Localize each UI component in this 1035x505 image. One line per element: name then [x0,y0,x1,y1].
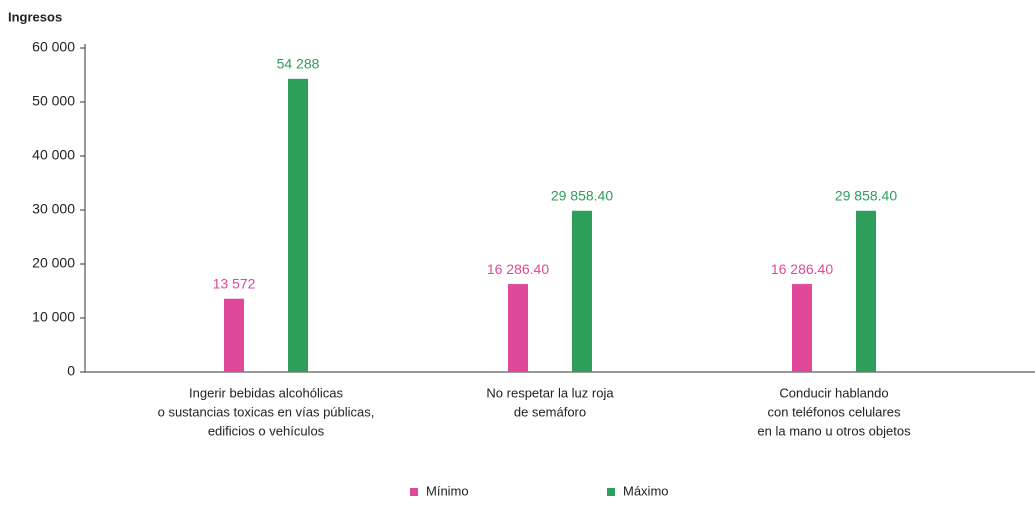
legend-label: Máximo [623,483,669,498]
value-label: 16 286.40 [487,261,549,277]
x-tick-label: o sustancias toxicas en vías públicas, [158,404,375,419]
y-tick-label: 40 000 [32,147,75,163]
x-tick-label: de semáforo [514,404,586,419]
value-label: 13 572 [213,275,256,291]
y-tick-label: 20 000 [32,255,75,271]
value-label: 54 288 [277,56,320,72]
x-tick-label: con teléfonos celulares [768,404,901,419]
bar [856,210,876,372]
x-tick-label: edificios o vehículos [208,423,325,438]
y-tick-label: 10 000 [32,309,75,325]
y-tick-label: 30 000 [32,201,75,217]
y-tick-label: 0 [67,363,75,379]
chart-title: Ingresos [8,9,62,24]
value-label: 29 858.40 [835,187,897,203]
bar [572,210,592,372]
bar [792,284,812,372]
value-label: 16 286.40 [771,261,833,277]
legend-swatch [410,488,418,496]
y-tick-label: 60 000 [32,39,75,55]
legend-swatch [607,488,615,496]
x-tick-label: Conducir hablando [779,385,888,400]
value-label: 29 858.40 [551,187,613,203]
x-tick-label: No respetar la luz roja [486,385,614,400]
bar [224,298,244,372]
x-tick-label: en la mano u otros objetos [757,423,911,438]
bar [288,78,308,373]
y-tick-label: 50 000 [32,93,75,109]
legend-label: Mínimo [426,483,469,498]
bar [508,284,528,372]
x-tick-label: Ingerir bebidas alcohólicas [189,385,343,400]
